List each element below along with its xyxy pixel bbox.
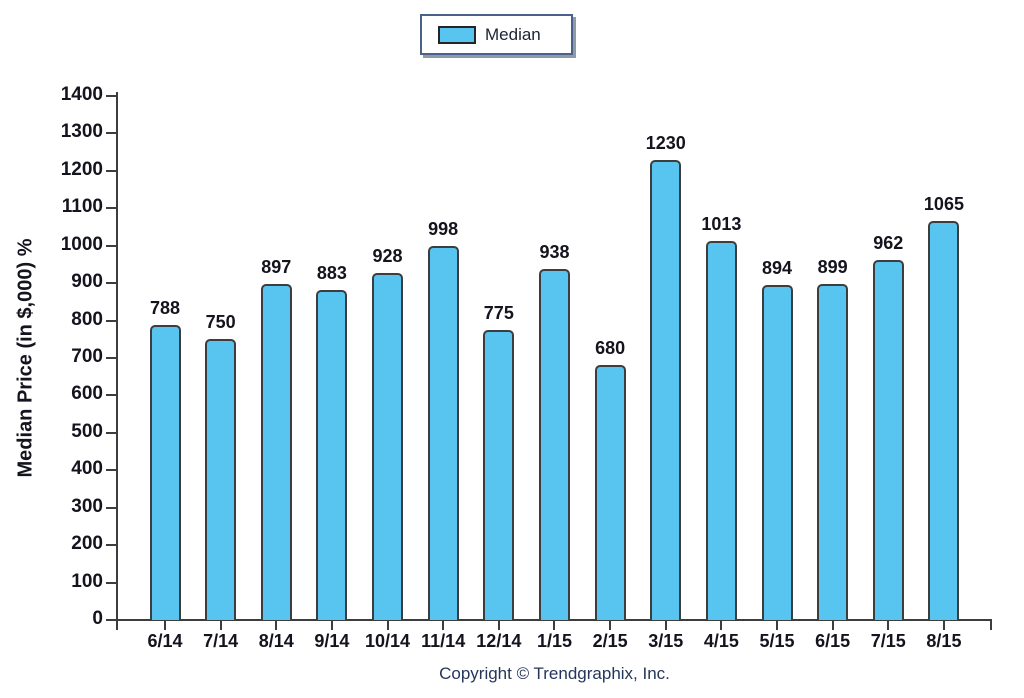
bar-value-label: 883 bbox=[316, 262, 347, 283]
x-tick-mark bbox=[219, 620, 222, 630]
x-tick-label: 2/15 bbox=[592, 631, 628, 651]
x-tick-mark bbox=[442, 620, 445, 630]
x-tick-mark bbox=[497, 620, 500, 630]
y-tick-label: 1000 bbox=[60, 233, 103, 255]
x-tick-mark bbox=[720, 620, 723, 630]
x-tick-label: 4/15 bbox=[703, 631, 739, 651]
bar-2/15 bbox=[594, 365, 626, 620]
x-tick-label: 5/15 bbox=[759, 631, 795, 651]
bar-value-label: 680 bbox=[595, 338, 626, 359]
bar-6/14 bbox=[149, 325, 181, 620]
x-tick-label: 6/14 bbox=[147, 631, 183, 651]
y-tick-label: 200 bbox=[71, 533, 103, 555]
bar-value-label: 897 bbox=[261, 257, 292, 278]
y-tick-mark bbox=[106, 544, 116, 547]
x-tick-label: 7/15 bbox=[870, 631, 906, 651]
x-tick-mark bbox=[776, 620, 779, 630]
x-tick-mark bbox=[553, 620, 556, 630]
y-tick-mark bbox=[106, 244, 116, 247]
y-tick-label: 100 bbox=[71, 570, 103, 592]
y-tick-mark bbox=[106, 357, 116, 359]
bar-value-label: 998 bbox=[428, 219, 459, 240]
bar-value-label: 928 bbox=[372, 245, 403, 266]
y-tick-mark bbox=[106, 394, 116, 397]
bar-value-label: 938 bbox=[539, 241, 570, 262]
bar-7/15 bbox=[872, 259, 904, 620]
bar-value-label: 1065 bbox=[923, 194, 964, 215]
x-tick-mark bbox=[164, 620, 166, 630]
y-tick-label: 1200 bbox=[60, 158, 103, 180]
y-tick-mark bbox=[106, 469, 116, 472]
x-tick-mark bbox=[887, 620, 890, 630]
y-tick-mark bbox=[106, 282, 116, 285]
x-axis-end-tick bbox=[990, 620, 992, 630]
x-tick-label: 9/14 bbox=[314, 631, 350, 651]
chart-legend: Median bbox=[420, 14, 573, 55]
y-tick-mark bbox=[106, 207, 116, 210]
y-tick-label: 500 bbox=[71, 420, 103, 442]
legend-label: Median bbox=[485, 24, 541, 44]
y-tick-label: 400 bbox=[71, 458, 103, 480]
bar-8/15 bbox=[928, 221, 960, 620]
bar-9/14 bbox=[316, 289, 348, 620]
x-tick-mark bbox=[831, 620, 834, 630]
x-tick-mark bbox=[942, 620, 945, 630]
y-tick-mark bbox=[106, 169, 116, 172]
bar-value-label: 1013 bbox=[701, 213, 742, 234]
y-tick-mark bbox=[106, 95, 116, 97]
bar-value-label: 775 bbox=[483, 302, 514, 323]
y-tick-mark bbox=[106, 581, 116, 584]
y-tick-mark bbox=[106, 132, 116, 135]
y-tick-label: 600 bbox=[71, 383, 103, 405]
y-axis-line bbox=[116, 92, 118, 630]
y-tick-label: 700 bbox=[71, 346, 103, 367]
x-tick-mark bbox=[664, 620, 667, 630]
x-tick-label: 8/14 bbox=[258, 631, 294, 651]
bar-7/14 bbox=[205, 339, 237, 620]
bar-1/15 bbox=[538, 268, 570, 620]
x-tick-label: 12/14 bbox=[476, 631, 522, 651]
bar-value-label: 788 bbox=[149, 298, 181, 319]
bar-6/15 bbox=[817, 283, 849, 620]
x-tick-label: 1/15 bbox=[536, 631, 572, 651]
x-tick-mark bbox=[609, 620, 612, 630]
bar-4/15 bbox=[705, 240, 737, 620]
y-tick-label: 800 bbox=[71, 308, 103, 330]
bar-10/14 bbox=[372, 272, 404, 620]
bar-value-label: 1230 bbox=[645, 132, 686, 153]
y-tick-mark bbox=[106, 319, 116, 322]
x-tick-label: 11/14 bbox=[421, 631, 466, 651]
bar-value-label: 894 bbox=[762, 258, 793, 279]
y-tick-mark bbox=[106, 506, 116, 509]
y-tick-label: 1400 bbox=[60, 84, 103, 105]
median-series-swatch bbox=[438, 25, 476, 44]
x-tick-mark bbox=[386, 620, 389, 630]
y-tick-mark bbox=[106, 619, 116, 621]
bar-value-label: 899 bbox=[817, 256, 848, 277]
bar-8/14 bbox=[260, 284, 292, 620]
x-tick-mark bbox=[330, 620, 333, 630]
x-tick-label: 3/15 bbox=[648, 631, 684, 651]
bar-value-label: 962 bbox=[873, 232, 904, 253]
bar-11/14 bbox=[427, 246, 459, 620]
y-tick-label: 0 bbox=[92, 608, 103, 629]
x-tick-label: 10/14 bbox=[365, 631, 411, 651]
y-tick-label: 900 bbox=[71, 271, 103, 293]
y-tick-mark bbox=[106, 431, 116, 434]
bar-5/15 bbox=[761, 285, 793, 620]
bar-value-label: 750 bbox=[205, 312, 236, 333]
x-tick-label: 7/14 bbox=[203, 631, 239, 651]
y-tick-label: 300 bbox=[71, 495, 103, 517]
y-tick-label: 1300 bbox=[60, 121, 103, 143]
bar-12/14 bbox=[483, 329, 515, 620]
x-tick-label: 6/15 bbox=[815, 631, 851, 651]
y-tick-label: 1100 bbox=[61, 196, 103, 218]
x-tick-mark bbox=[275, 620, 278, 630]
bar-3/15 bbox=[650, 159, 682, 620]
copyright-footer: Copyright © Trendgraphix, Inc. bbox=[439, 664, 670, 683]
x-tick-label: 8/15 bbox=[926, 631, 962, 651]
